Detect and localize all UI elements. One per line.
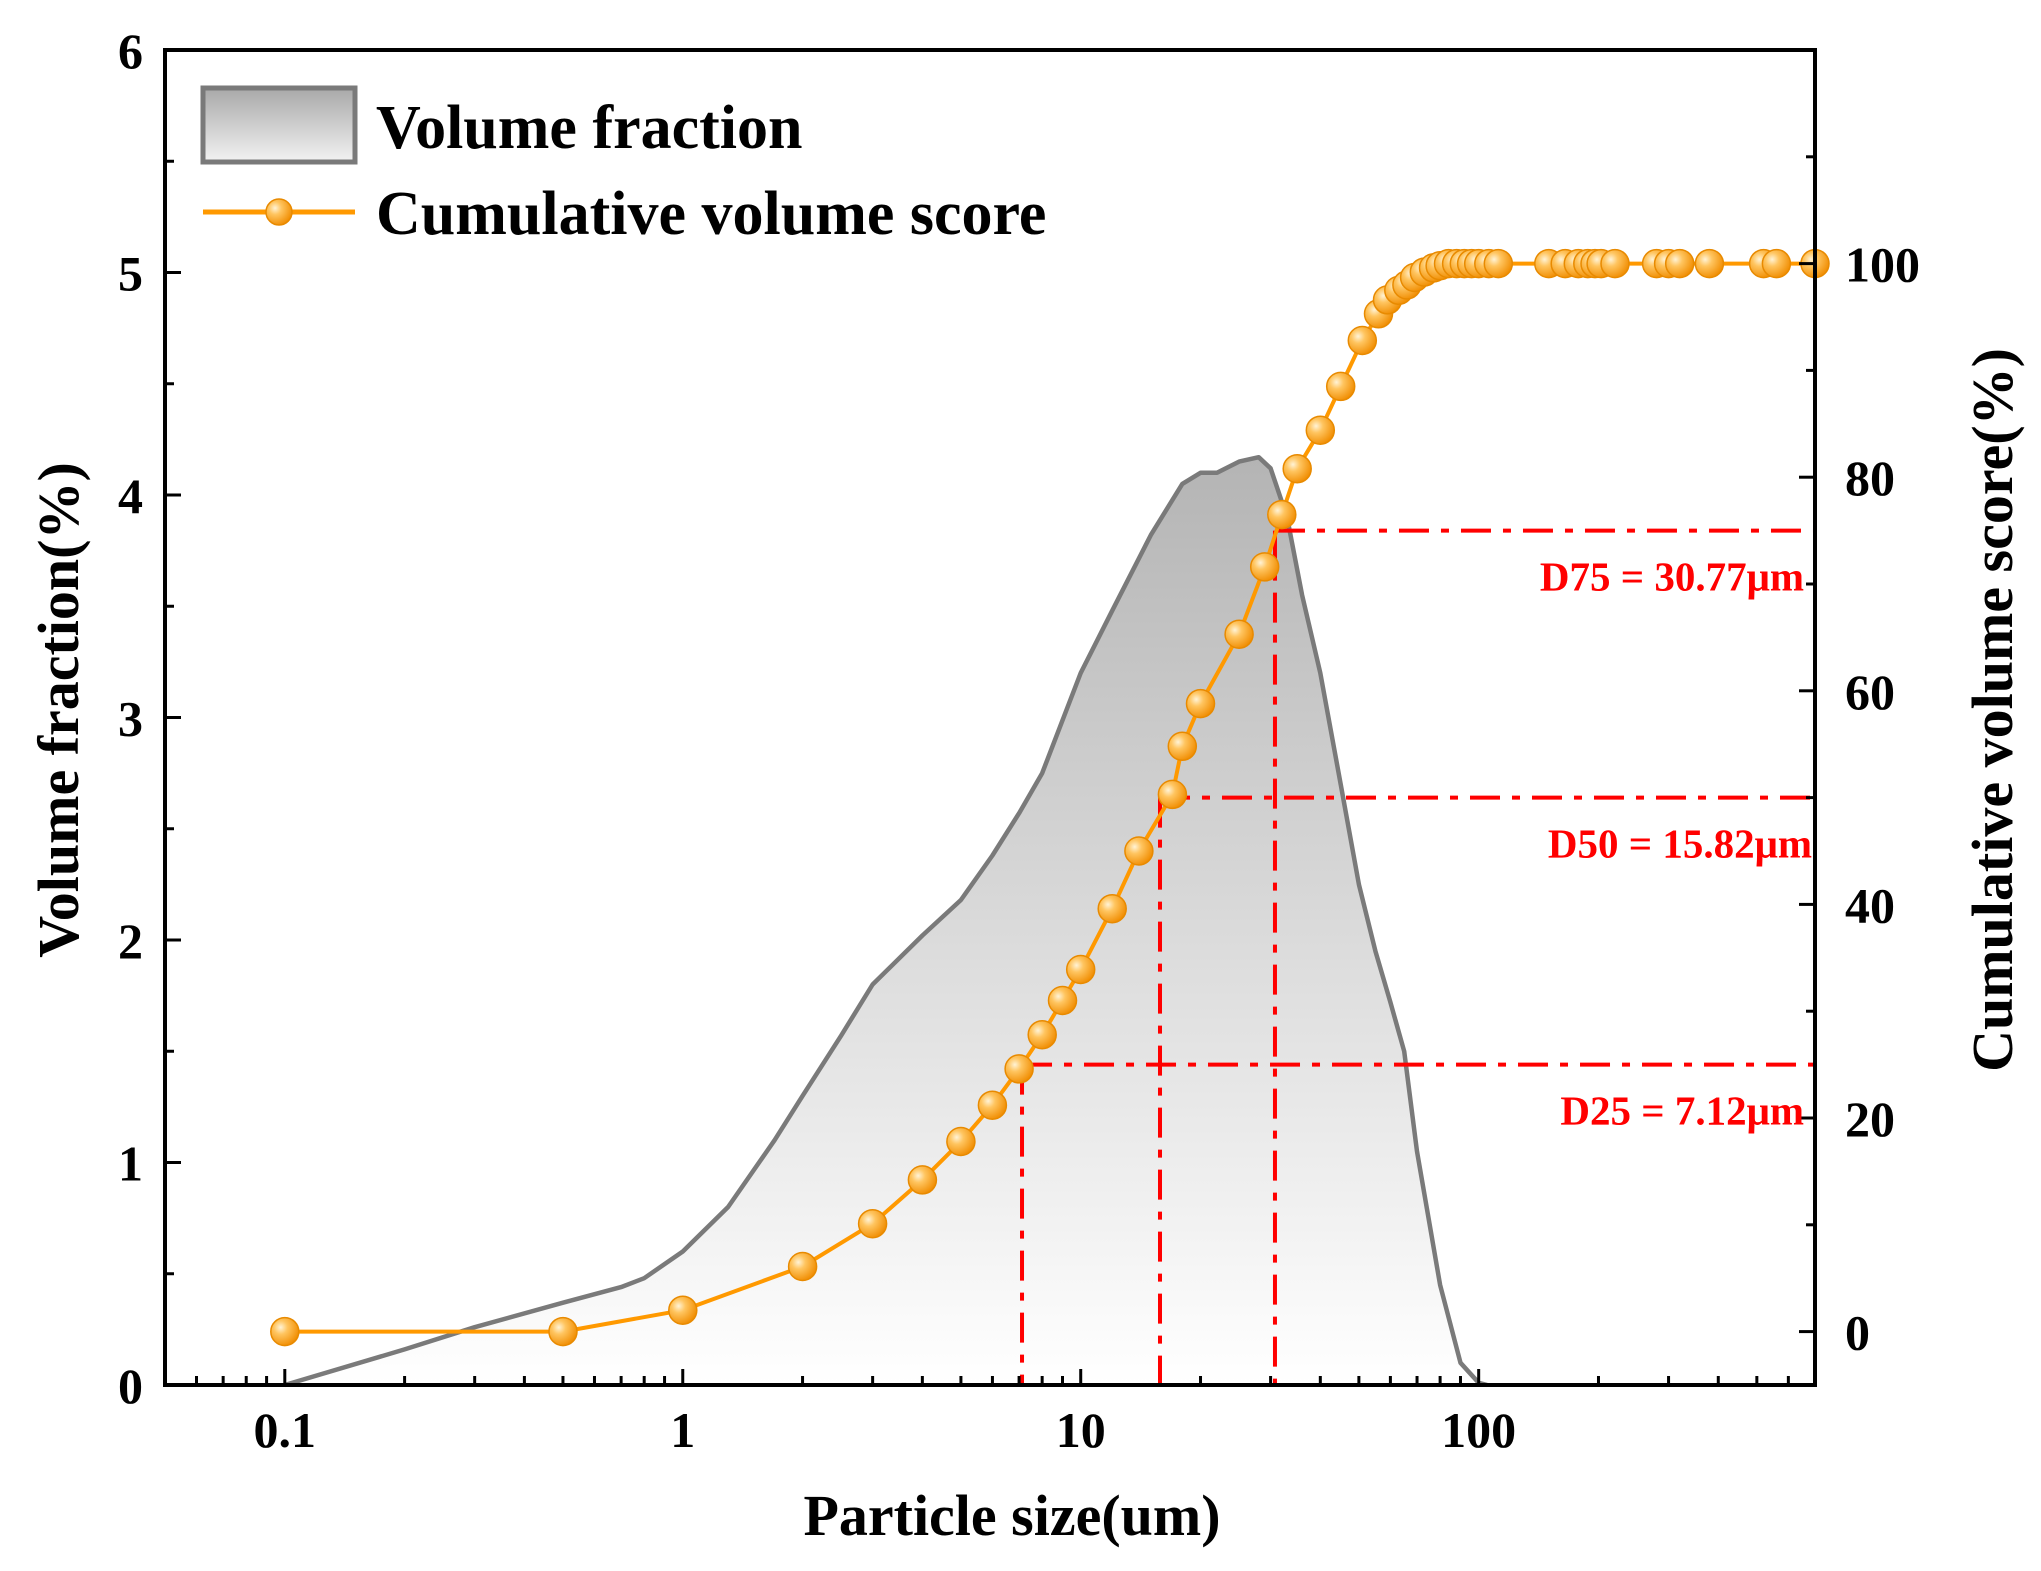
cumulative-point bbox=[1483, 248, 1514, 279]
reference-lines-layer bbox=[1020, 528, 1815, 1385]
y-left-tick-label: 1 bbox=[118, 1136, 143, 1192]
y-right-tick-label: 80 bbox=[1845, 450, 1895, 506]
d-labels-layer: D75 = 30.77μm D50 = 15.82μm D25 = 7.12μm bbox=[1540, 554, 1812, 1134]
x-tick-label: 10 bbox=[1056, 1402, 1106, 1458]
cumulative-point bbox=[1004, 1054, 1034, 1084]
x-tick-label: 0.1 bbox=[254, 1402, 317, 1458]
y-right-tick-label: 20 bbox=[1845, 1091, 1895, 1147]
cumulative-point bbox=[857, 1208, 888, 1239]
cumulative-point bbox=[1267, 499, 1297, 530]
y-left-tick-label: 0 bbox=[118, 1358, 143, 1414]
cumulative-point bbox=[1224, 619, 1254, 649]
y-right-tick-label: 40 bbox=[1845, 877, 1895, 933]
y-right-tick-label: 60 bbox=[1845, 664, 1895, 720]
volume-fraction-area-fill bbox=[284, 457, 1488, 1385]
cumulative-point bbox=[907, 1165, 938, 1195]
cumulative-markers-layer bbox=[270, 248, 1830, 1347]
legend-marker-cumulative bbox=[265, 198, 293, 226]
cumulative-point bbox=[1157, 779, 1188, 810]
cumulative-point bbox=[1664, 248, 1695, 279]
cumulative-point bbox=[1761, 248, 1792, 279]
annotation-d75: D75 = 30.77μm bbox=[1540, 554, 1804, 600]
cumulative-point bbox=[787, 1251, 818, 1282]
cumulative-point bbox=[1249, 552, 1280, 582]
x-axis-title: Particle size(um) bbox=[803, 1483, 1220, 1548]
cumulative-point bbox=[946, 1126, 976, 1157]
y-left-tick-label: 3 bbox=[118, 691, 143, 747]
y-left-tick-label: 2 bbox=[118, 913, 143, 969]
x-tick-label: 1 bbox=[670, 1402, 695, 1458]
y-left-tick-label: 6 bbox=[118, 23, 143, 79]
cumulative-point bbox=[1027, 1019, 1057, 1050]
legend-swatch-volume-fraction bbox=[200, 85, 358, 165]
y-axis-right-title: Cumulative volume score(%) bbox=[1960, 348, 2025, 1072]
cumulative-point bbox=[1305, 415, 1336, 445]
cumulative-point bbox=[1124, 836, 1154, 866]
cumulative-point bbox=[1047, 985, 1078, 1016]
cumulative-point bbox=[1325, 371, 1356, 402]
legend-label-cumulative: Cumulative volume score bbox=[376, 180, 1046, 248]
legend: Volume fraction Cumulative volume score bbox=[200, 85, 1046, 248]
legend-label-volume-fraction: Volume fraction bbox=[376, 94, 803, 162]
cumulative-point bbox=[1167, 731, 1198, 762]
annotation-d50: D50 = 15.82μm bbox=[1548, 821, 1812, 867]
y-axis-left-title: Volume fraction(%) bbox=[26, 462, 91, 958]
y-left-tick-label: 4 bbox=[118, 468, 143, 524]
y-left-tick-label: 5 bbox=[118, 246, 143, 302]
volume-fraction-area-layer bbox=[284, 454, 1488, 1388]
annotation-d25: D25 = 7.12μm bbox=[1560, 1088, 1804, 1134]
cumulative-point bbox=[1097, 893, 1127, 924]
volume-fraction-area-outline bbox=[284, 454, 1488, 1388]
cumulative-point bbox=[1185, 688, 1216, 719]
cumulative-point bbox=[1347, 325, 1378, 356]
cumulative-point bbox=[548, 1316, 578, 1347]
y-right-tick-label: 0 bbox=[1845, 1305, 1870, 1361]
x-tick-label: 100 bbox=[1441, 1402, 1516, 1458]
cumulative-point bbox=[1600, 248, 1630, 279]
cumulative-point bbox=[1694, 248, 1725, 279]
cumulative-point bbox=[1282, 453, 1312, 484]
y-right-tick-label: 100 bbox=[1845, 237, 1920, 293]
cumulative-point bbox=[1065, 954, 1096, 985]
cumulative-point bbox=[270, 1316, 300, 1347]
cumulative-point bbox=[977, 1090, 1008, 1120]
cumulative-point bbox=[668, 1295, 698, 1325]
